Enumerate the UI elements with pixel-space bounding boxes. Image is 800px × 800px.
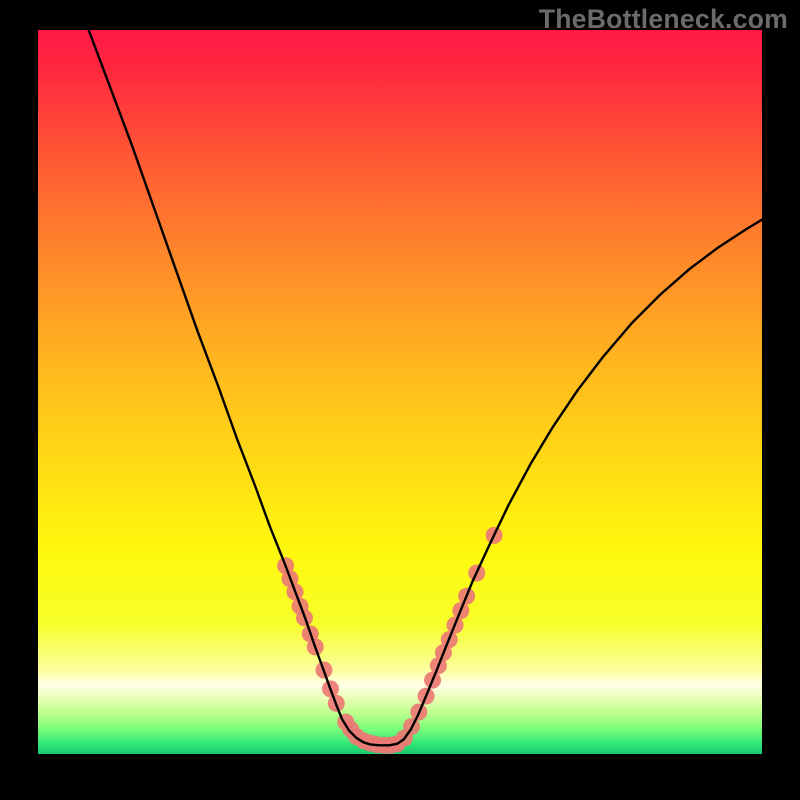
figure-root: TheBottleneck.com: [0, 0, 800, 800]
chart-svg: [0, 0, 800, 800]
watermark-text: TheBottleneck.com: [539, 4, 788, 35]
plot-area: [38, 30, 762, 754]
gradient-background: [38, 30, 762, 754]
